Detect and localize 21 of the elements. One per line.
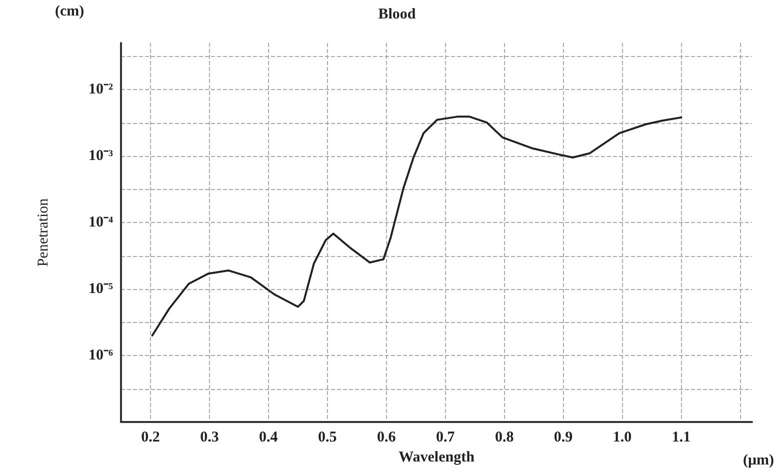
- text: (cm): [55, 4, 84, 20]
- x-tick-label: 0.5: [318, 430, 337, 446]
- y-tick-label: 10⁻²: [88, 81, 114, 98]
- x-tick-label: 0.2: [141, 430, 160, 446]
- y-tick-label: 10⁻⁵: [88, 280, 114, 297]
- chart-title: Blood: [378, 6, 416, 22]
- text: (μm): [743, 452, 774, 468]
- y-axis-title: Penetration: [36, 198, 52, 267]
- x-tick-label: 0.4: [259, 430, 278, 446]
- x-tick-label: 0.8: [494, 430, 514, 446]
- x-tick-label: 1.1: [672, 430, 691, 446]
- x-tick-label: 1.0: [612, 430, 632, 446]
- x-tick-label: 0.6: [377, 430, 396, 446]
- y-tick-label: 10⁻³: [88, 148, 114, 164]
- y-tick-label: 10⁻⁴: [88, 214, 114, 230]
- x-tick-label: 0.3: [200, 430, 219, 446]
- line-series: [151, 116, 682, 336]
- x-axis-title: Wavelength: [398, 450, 476, 466]
- y-tick-label: 10⁻⁶: [88, 347, 114, 364]
- x-tick-label: 0.7: [436, 430, 456, 446]
- x-tick-label: 0.9: [554, 430, 573, 446]
